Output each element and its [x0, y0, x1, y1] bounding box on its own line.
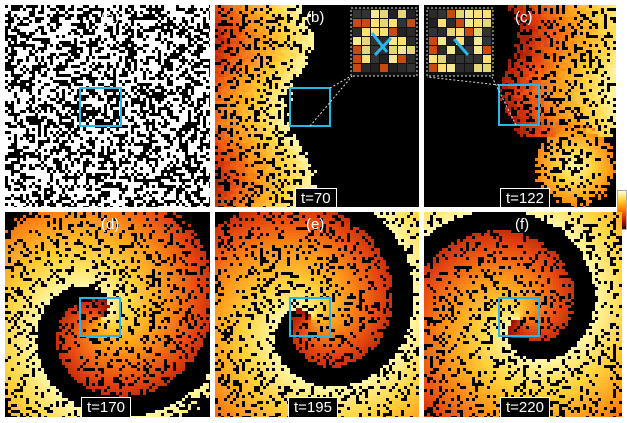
zoom-connector — [329, 74, 354, 89]
highlight-box — [498, 297, 540, 337]
panel-b: (b) t=70 — [215, 5, 419, 207]
panel-f: (f) t=220 — [424, 212, 622, 417]
arrow-icon — [373, 36, 393, 57]
zoom-connector — [309, 74, 354, 127]
time-label: t=122 — [500, 188, 550, 207]
highlight-box — [289, 87, 331, 127]
panel-label: (f) — [515, 216, 530, 233]
highlight-box — [289, 297, 331, 337]
zoom-connector — [426, 76, 500, 86]
highlight-box — [79, 87, 122, 127]
time-label: t=70 — [295, 188, 337, 207]
wave-map — [215, 212, 419, 417]
panel-label: (a) — [101, 9, 120, 26]
wave-map — [215, 5, 317, 207]
time-label: t=170 — [81, 397, 131, 417]
highlight-box — [498, 84, 540, 126]
panel-d: (d) t=170 — [5, 212, 210, 417]
binary-medium-map — [5, 5, 210, 207]
panel-c: (c) t=122 — [424, 5, 616, 207]
panel-label: (c) — [515, 9, 533, 26]
arrow-icon — [370, 32, 389, 53]
wave-map — [499, 5, 616, 207]
wave-map — [5, 212, 210, 417]
panel-label: (e) — [306, 216, 325, 233]
panel-label: (b) — [306, 9, 325, 26]
time-label: t=220 — [500, 397, 550, 417]
panel-a: (a) — [5, 5, 210, 207]
panel-e: (e) t=195 — [215, 212, 419, 417]
time-label: t=195 — [288, 397, 338, 417]
panel-label: (d) — [101, 216, 120, 233]
arrow-icon — [452, 38, 470, 56]
highlight-box — [79, 297, 121, 337]
zoom-connector — [491, 76, 517, 126]
